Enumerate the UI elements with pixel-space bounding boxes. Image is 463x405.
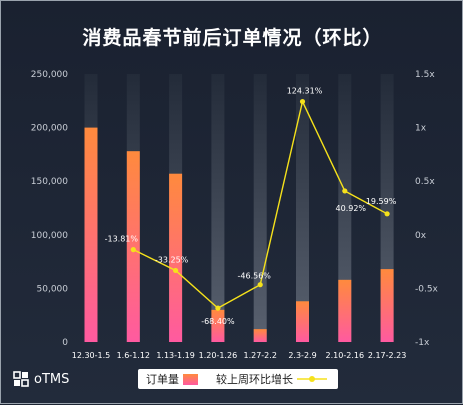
growth-point: [299, 98, 306, 105]
growth-data-label: -68.40%: [201, 317, 235, 326]
right-axis-tick-label: -1x: [415, 338, 430, 348]
growth-data-label: 124.31%: [287, 87, 323, 96]
growth-point: [215, 305, 221, 311]
order-volume-bar: [211, 309, 225, 342]
legend-item-orders: 订单量: [146, 371, 198, 387]
right-axis-tick-label: 1x: [415, 124, 427, 134]
brand-name: oTMS: [34, 371, 70, 387]
order-volume-bar: [338, 279, 352, 342]
left-axis-tick-label: 50,000: [37, 284, 69, 294]
left-axis-tick-label: 100,000: [31, 231, 68, 241]
chart-title: 消费品春节前后订单情况（环比）: [82, 27, 383, 49]
order-volume-bar: [126, 151, 140, 342]
growth-data-label: 40.92%: [336, 204, 367, 213]
bar-track: [296, 74, 309, 342]
bar-track: [211, 74, 225, 342]
order-volume-bar: [380, 269, 394, 342]
x-axis-tick-label: 1.13-1.19: [156, 351, 195, 360]
x-axis-tick-label: 2.17-2.23: [368, 351, 407, 360]
x-axis-tick-label: 2.3-2.9: [288, 351, 316, 360]
chart-legend: 订单量 较上周环比增长: [138, 369, 338, 389]
legend-label-orders: 订单量: [146, 373, 179, 386]
x-axis-tick-label: 12.30-1.5: [72, 351, 111, 360]
growth-point: [342, 188, 348, 194]
x-axis-tick-label: 1.27-2.2: [243, 351, 276, 360]
order-volume-bar: [296, 301, 309, 342]
growth-data-label: -33.25%: [155, 255, 189, 264]
bar-track: [253, 74, 267, 342]
right-axis-tick-label: 0.5x: [415, 177, 435, 187]
growth-point: [257, 282, 263, 288]
growth-point: [384, 211, 390, 217]
bar-track: [338, 74, 352, 342]
legend-item-growth: 较上周环比增长: [216, 371, 327, 387]
growth-data-label: -46.56%: [238, 272, 272, 281]
brand-logo: oTMS: [13, 371, 69, 387]
growth-data-label: -13.81%: [105, 235, 139, 244]
growth-point: [130, 247, 136, 253]
legend-swatch-line: [297, 376, 327, 382]
x-axis-tick-label: 1.6-1.12: [117, 351, 150, 360]
right-axis-tick-label: 0x: [415, 231, 427, 241]
otms-logo-icon: [13, 371, 29, 387]
growth-data-label: 19.59%: [366, 197, 397, 206]
x-axis-tick-label: 2.10-2.16: [326, 351, 365, 360]
legend-swatch-bar: [183, 373, 198, 385]
left-axis-tick-label: 0: [62, 338, 68, 348]
left-axis-tick-label: 150,000: [31, 177, 68, 187]
order-volume-bar: [253, 329, 267, 342]
growth-point: [173, 267, 179, 274]
legend-label-growth: 较上周环比增长: [216, 373, 293, 386]
order-volume-bar: [84, 127, 98, 342]
right-axis-tick-label: -0.5x: [415, 284, 439, 294]
x-axis-tick-label: 1.20-1.26: [199, 351, 238, 360]
left-axis-tick-label: 200,000: [31, 124, 68, 134]
right-axis-tick-label: 1.5x: [415, 70, 435, 80]
left-axis-tick-label: 250,000: [31, 70, 68, 80]
order-volume-bar: [169, 173, 183, 342]
